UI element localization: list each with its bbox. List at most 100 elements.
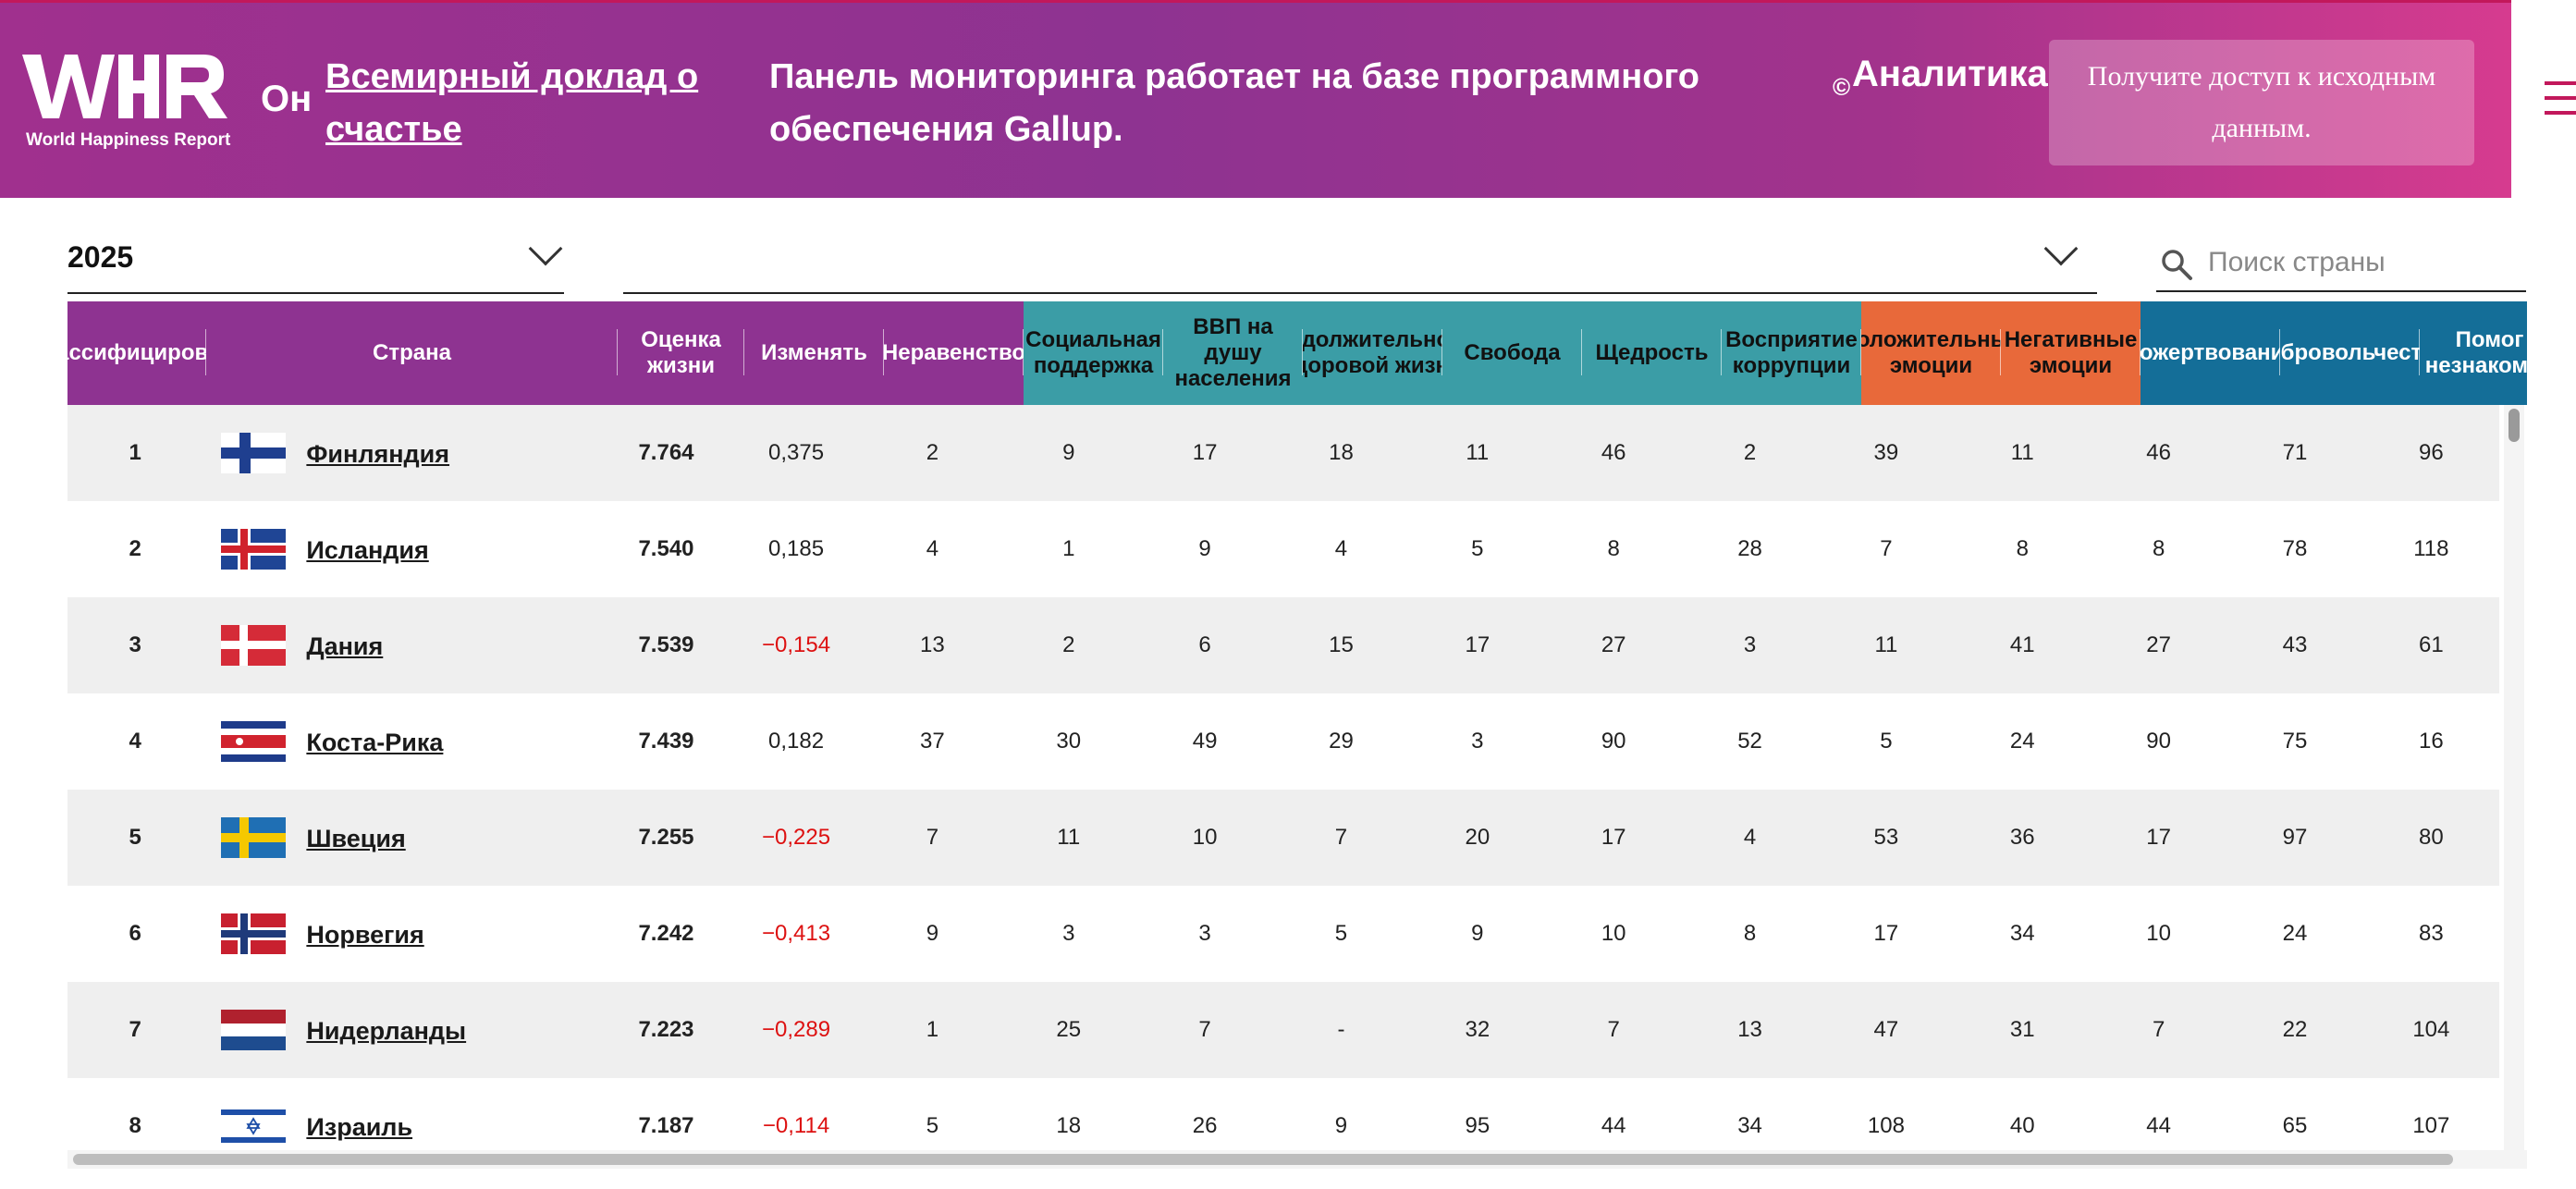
country-link[interactable]: Израиль bbox=[306, 1113, 413, 1141]
change-cell: 0,185 bbox=[767, 536, 825, 561]
metric-cell: 78 bbox=[2282, 536, 2308, 561]
metric-cell: 37 bbox=[920, 729, 945, 754]
life-score-cell: 7.187 bbox=[638, 1113, 694, 1138]
metric-cell: 7 bbox=[1607, 1017, 1620, 1042]
column-header[interactable]: Щедрость bbox=[1582, 301, 1722, 405]
column-header[interactable]: Негативные эмоции bbox=[2001, 301, 2141, 405]
rank-cell: 3 bbox=[129, 632, 141, 657]
column-header[interactable]: Добровольчество bbox=[2280, 301, 2420, 405]
country-link[interactable]: Нидерланды bbox=[306, 1017, 467, 1045]
metric-cell: 5 bbox=[1880, 729, 1893, 754]
rank-cell: 7 bbox=[129, 1017, 141, 1042]
search-input[interactable] bbox=[2208, 242, 2522, 283]
metric-cell: 2 bbox=[926, 440, 939, 465]
rank-cell: 1 bbox=[129, 440, 141, 465]
metric-cell: 29 bbox=[1329, 729, 1354, 754]
column-header[interactable]: Пожертвования bbox=[2141, 301, 2280, 405]
hamburger-icon[interactable] bbox=[2545, 81, 2576, 118]
whr-logo-icon[interactable] bbox=[22, 49, 235, 155]
metric-cell: 5 bbox=[926, 1113, 939, 1138]
search-icon bbox=[2162, 250, 2192, 280]
israel-flag-icon bbox=[221, 1106, 287, 1146]
header-prefix: Он bbox=[261, 79, 313, 119]
country-link[interactable]: Дания bbox=[306, 632, 384, 660]
metric-cell: 1 bbox=[1062, 536, 1075, 561]
country-link[interactable]: Исландия bbox=[306, 536, 429, 564]
metric-cell: 75 bbox=[2282, 729, 2308, 754]
column-header[interactable]: Изменять bbox=[744, 301, 884, 405]
metric-cell: 9 bbox=[1471, 921, 1484, 946]
metric-cell: 8 bbox=[1743, 921, 1757, 946]
gallup-message: Панель мониторинга работает на базе прог… bbox=[769, 57, 1699, 149]
column-header[interactable]: Продолжительность здоровой жизни bbox=[1303, 301, 1442, 405]
table-row[interactable]: 1 Финляндия 7.764 0,375 2 9 17 18 11 46 2 39 11 46 71 9… bbox=[67, 405, 2499, 501]
metric-cell: 4 bbox=[1743, 825, 1757, 850]
report-link[interactable]: Всемирный доклад о счастье bbox=[325, 57, 699, 149]
metric-cell: 18 bbox=[1056, 1113, 1082, 1138]
table-row[interactable]: 5 Швеция 7.255 −0,225 7 11 10 7 20 17 4 53 36 17 97 80 bbox=[67, 790, 2499, 886]
horizontal-scrollbar[interactable] bbox=[67, 1150, 2527, 1169]
country-cell: Нидерланды bbox=[202, 982, 604, 1078]
iceland-flag-icon bbox=[221, 529, 287, 570]
metric-cell: 118 bbox=[2413, 536, 2449, 561]
access-data-button[interactable]: Получите доступ к исходным данным. bbox=[2049, 40, 2474, 165]
horizontal-scroll-thumb[interactable] bbox=[73, 1154, 2453, 1165]
metric-cell: - bbox=[1337, 1017, 1345, 1042]
column-header[interactable]: Оценка жизни bbox=[618, 301, 744, 405]
metric-cell: 80 bbox=[2418, 825, 2444, 850]
metric-cell: 108 bbox=[1867, 1113, 1905, 1138]
region-select[interactable] bbox=[623, 231, 2097, 294]
column-header[interactable]: Классифицировать bbox=[67, 301, 206, 405]
table-row[interactable]: 4 Коста-Рика 7.439 0,182 37 30 49 29 3 90 52 5 24 90 7… bbox=[67, 693, 2499, 790]
metric-cell: 1 bbox=[926, 1017, 939, 1042]
country-link[interactable]: Финляндия bbox=[306, 440, 450, 468]
metric-cell: 9 bbox=[1334, 1113, 1348, 1138]
table-body: 1 Финляндия 7.764 0,375 2 9 17 18 11 46 2 39 11 46 71 9… bbox=[67, 405, 2499, 1152]
metric-cell: 13 bbox=[1737, 1017, 1762, 1042]
change-cell: 0,182 bbox=[767, 729, 825, 754]
metric-cell: 96 bbox=[2418, 440, 2444, 465]
vertical-scrollbar[interactable] bbox=[2504, 405, 2524, 1152]
year-select[interactable]: 2025 bbox=[67, 231, 564, 294]
table-row[interactable]: 8 Израиль 7.187 −0,114 5 18 26 9 95 44 34 108 40 44 65… bbox=[67, 1078, 2499, 1152]
logo-text: World Happiness Report bbox=[26, 130, 231, 150]
table-row[interactable]: 6 Норвегия 7.242 −0,413 9 3 3 5 9 10 8 17 34 10 24 83 bbox=[67, 886, 2499, 982]
column-header[interactable]: Страна bbox=[206, 301, 618, 405]
column-header[interactable]: Социальная поддержка bbox=[1024, 301, 1163, 405]
change-cell: −0,225 bbox=[761, 825, 831, 850]
metric-cell: 11 bbox=[1466, 440, 1490, 465]
change-cell: −0,413 bbox=[761, 921, 831, 946]
metric-cell: 30 bbox=[1056, 729, 1082, 754]
metric-cell: 9 bbox=[1198, 536, 1211, 561]
metric-cell: 44 bbox=[1601, 1113, 1626, 1138]
metric-cell: 24 bbox=[2282, 921, 2308, 946]
metric-cell: 6 bbox=[1198, 632, 1211, 657]
column-header[interactable]: Свобода bbox=[1442, 301, 1582, 405]
life-score-cell: 7.764 bbox=[638, 440, 694, 465]
metric-cell: 9 bbox=[1062, 440, 1075, 465]
metric-cell: 95 bbox=[1465, 1113, 1490, 1138]
column-header[interactable]: Помог незнакомцу bbox=[2420, 301, 2527, 405]
table-row[interactable]: 3 Дания 7.539 −0,154 13 2 6 15 17 27 3 11 41 27 43 61 bbox=[67, 597, 2499, 693]
table-row[interactable]: 2 Исландия 7.540 0,185 4 1 9 4 5 8 28 7 8 8 78 118 bbox=[67, 501, 2499, 597]
country-link[interactable]: Коста-Рика bbox=[306, 729, 444, 756]
copyright-symbol: © bbox=[1833, 73, 1851, 101]
country-link[interactable]: Швеция bbox=[306, 825, 406, 852]
column-header[interactable]: Неравенство bbox=[884, 301, 1024, 405]
metric-cell: 16 bbox=[2418, 729, 2444, 754]
column-header[interactable]: Положительные эмоции bbox=[1861, 301, 2001, 405]
metric-cell: 32 bbox=[1465, 1017, 1490, 1042]
table-row[interactable]: 7 Нидерланды 7.223 −0,289 1 25 7 - 32 7 13 47 31 7 22 1… bbox=[67, 982, 2499, 1078]
metric-cell: 17 bbox=[1873, 921, 1899, 946]
metric-cell: 34 bbox=[1737, 1113, 1762, 1138]
vertical-scroll-thumb[interactable] bbox=[2509, 409, 2520, 442]
rankings-table: КлассифицироватьСтранаОценка жизниИзменя… bbox=[67, 301, 2527, 1152]
metric-cell: 3 bbox=[1743, 632, 1757, 657]
metric-cell: 46 bbox=[1601, 440, 1626, 465]
life-score-cell: 7.255 bbox=[638, 825, 694, 850]
column-header[interactable]: ВВП на душу населения bbox=[1163, 301, 1303, 405]
analytics-label: Аналитика bbox=[1852, 54, 2048, 94]
country-link[interactable]: Норвегия bbox=[306, 921, 424, 949]
life-score-cell: 7.539 bbox=[638, 632, 694, 657]
column-header[interactable]: Восприятие коррупции bbox=[1722, 301, 1861, 405]
